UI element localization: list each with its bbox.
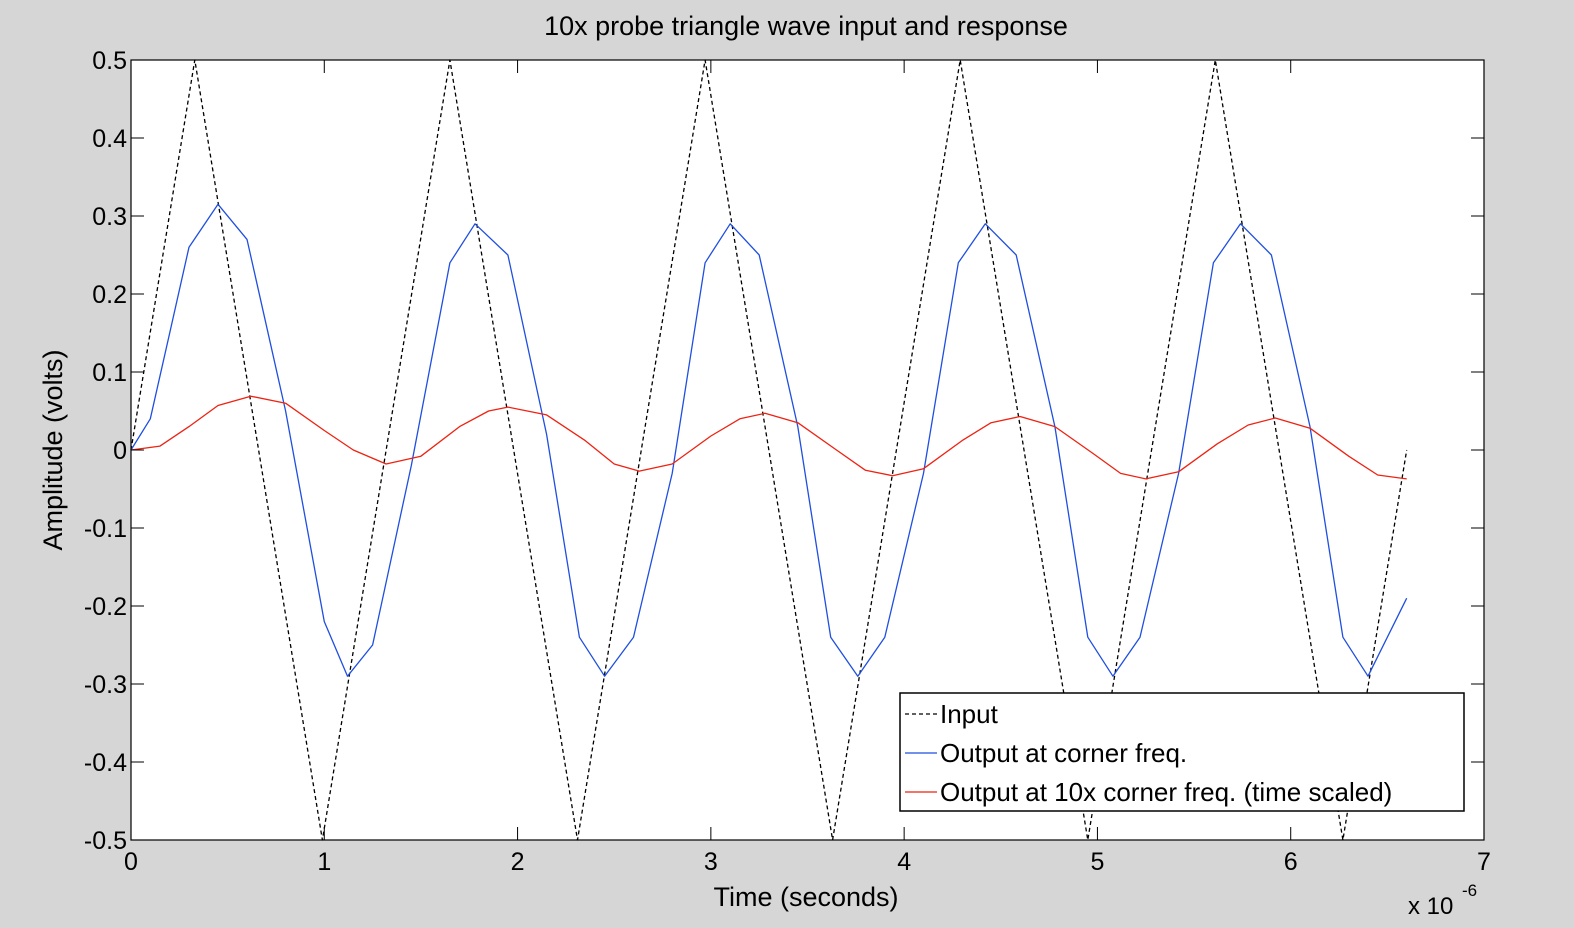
x-tick-label: 6 — [1284, 848, 1298, 876]
y-tick-label: 0.4 — [92, 125, 127, 153]
chart-title: 10x probe triangle wave input and respon… — [544, 11, 1068, 41]
legend-label-10x: Output at 10x corner freq. (time scaled) — [940, 777, 1392, 807]
y-tick-label: 0.5 — [92, 47, 127, 75]
y-tick-label: 0.1 — [92, 359, 127, 387]
series-line-2 — [130, 395, 1407, 480]
legend: Input Output at corner freq. Output at 1… — [899, 692, 1465, 812]
series-line-0 — [130, 59, 1408, 841]
y-tick-label: 0.2 — [92, 281, 127, 309]
x-tick-label: 0 — [124, 848, 138, 876]
x-tick-label: 7 — [1477, 848, 1491, 876]
y-tick-label: 0 — [113, 437, 127, 465]
ticks-layer: 0 1 2 3 4 5 6 7 0.5 0.4 0.3 0.2 0.1 0 -0.1 -0.2 -0.3 -0.4… — [84, 47, 1491, 876]
y-tick-label: -0.1 — [84, 515, 127, 543]
series-layer — [130, 59, 1408, 841]
legend-label-corner: Output at corner freq. — [940, 738, 1187, 768]
x-tick-label: 5 — [1090, 848, 1104, 876]
x-tick-label: 4 — [897, 848, 911, 876]
y-tick-label: -0.4 — [84, 749, 127, 777]
legend-box — [899, 692, 1465, 812]
x-exponent-power: -6 — [1462, 881, 1477, 900]
y-tick-label: 0.3 — [92, 203, 127, 231]
y-tick-label: -0.5 — [84, 827, 127, 855]
x-tick-label: 2 — [511, 848, 525, 876]
y-axis-label: Amplitude (volts) — [38, 349, 68, 550]
x-axis-label: Time (seconds) — [713, 882, 898, 912]
legend-label-input: Input — [940, 699, 999, 729]
x-exponent-base: x 10 — [1408, 893, 1453, 920]
x-tick-label: 3 — [704, 848, 718, 876]
x-tick-label: 1 — [317, 848, 331, 876]
y-tick-label: -0.2 — [84, 593, 127, 621]
series-line-1 — [130, 203, 1408, 677]
y-tick-label: -0.3 — [84, 671, 127, 699]
